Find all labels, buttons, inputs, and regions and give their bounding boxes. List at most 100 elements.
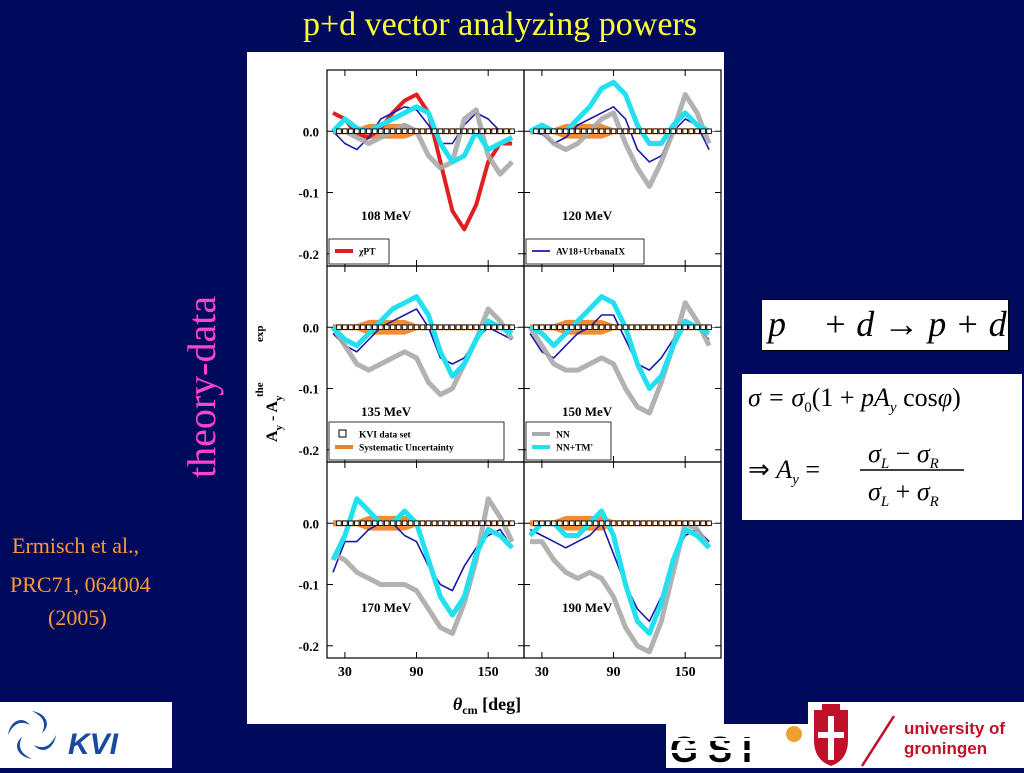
curve-nntm <box>330 496 514 618</box>
university-logo: university of groningen <box>808 702 1024 768</box>
data-point <box>383 324 390 331</box>
y-tick-label: -0.2 <box>298 247 319 262</box>
data-point <box>652 128 659 134</box>
data-point <box>360 324 366 331</box>
x-tick-label: 30 <box>338 665 352 680</box>
data-point <box>377 324 384 331</box>
data-point <box>377 128 384 134</box>
panel-190-mev: 30 90 150 190 MeV <box>523 461 722 680</box>
data-point <box>551 324 557 331</box>
data-point <box>425 520 432 527</box>
data-point <box>407 520 414 527</box>
data-point <box>401 520 408 527</box>
data-point <box>467 324 474 331</box>
university-crest-icon <box>814 704 848 766</box>
data-point <box>360 128 366 134</box>
data-point <box>688 324 694 331</box>
data-point <box>479 128 485 134</box>
energy-label: 108 MeV <box>361 208 412 223</box>
data-point <box>670 324 676 331</box>
data-point <box>389 324 396 331</box>
data-point <box>563 520 569 527</box>
data-point <box>640 520 647 527</box>
data-point <box>610 128 617 134</box>
curve-av18urbanaix <box>332 105 513 151</box>
data-point <box>533 128 539 134</box>
y-tick-label: -0.1 <box>298 186 319 201</box>
data-point <box>443 324 450 331</box>
data-point <box>479 324 485 331</box>
y-axis-label: Ay - Ay <box>264 395 285 442</box>
data-point <box>348 128 354 134</box>
data-point <box>658 128 665 134</box>
curve-pt <box>332 92 513 232</box>
panel-120-mev: 120 MeV AV18+UrbanaIX <box>523 69 722 267</box>
data-point <box>557 520 563 527</box>
data-point <box>377 520 384 527</box>
side-label: theory-data <box>179 295 224 478</box>
data-point <box>491 324 497 331</box>
y-tick-label: 0.0 <box>303 124 319 139</box>
data-point <box>354 128 360 134</box>
data-point <box>372 324 378 331</box>
data-point <box>658 324 665 331</box>
data-point <box>634 128 641 134</box>
curve-nntm <box>331 294 514 379</box>
data-point <box>485 324 491 331</box>
data-point <box>694 324 700 331</box>
data-point <box>395 520 402 527</box>
data-point <box>503 128 509 134</box>
data-point <box>372 520 378 527</box>
data-point <box>366 520 372 527</box>
curve-av18urbanaix <box>529 105 710 163</box>
data-point <box>485 520 491 527</box>
data-point <box>610 520 617 527</box>
data-point <box>551 520 557 527</box>
x-tick-label: 30 <box>535 665 549 680</box>
curve-nntm <box>528 508 711 636</box>
data-point <box>413 128 420 134</box>
reaction-equation: p⃗ + d → p + d <box>765 304 1008 344</box>
data-point <box>497 128 503 134</box>
legend-label: χPT <box>358 248 376 258</box>
data-point <box>348 520 354 527</box>
data-point <box>670 520 676 527</box>
data-point <box>694 520 700 527</box>
x-axis-label: θcm [deg] <box>453 694 521 717</box>
analyzing-power-figure: 0.0 -0.1 -0.2 108 MeV χPT 120 MeV AV18+UrbanaI… <box>247 52 724 724</box>
data-point <box>634 520 641 527</box>
data-point <box>503 520 509 527</box>
legend-box <box>328 421 505 461</box>
university-name-line1: university of <box>904 719 1005 738</box>
data-point <box>366 324 372 331</box>
energy-label: 190 MeV <box>562 600 613 615</box>
data-point <box>431 324 438 331</box>
data-point <box>401 324 408 331</box>
data-point <box>443 520 450 527</box>
data-point <box>395 324 402 331</box>
analyzing-power-formula-box: σ = σ0(1 + pAy cosφ) ⇒ Ay = σL − σR σL +… <box>742 374 1022 520</box>
data-point <box>682 520 688 527</box>
energy-label: 170 MeV <box>361 600 412 615</box>
gsi-logo: GSI <box>666 724 814 770</box>
data-point <box>563 128 569 134</box>
data-point <box>551 128 557 134</box>
data-point <box>342 128 348 134</box>
chart-svg: 0.0 -0.1 -0.2 108 MeV χPT 120 MeV AV18+UrbanaI… <box>254 69 722 717</box>
y-axis-label-sup-exp: exp <box>254 326 266 343</box>
curve-nn <box>331 496 515 636</box>
data-point <box>592 324 599 331</box>
data-point <box>598 520 605 527</box>
curve-nn <box>527 300 712 416</box>
data-point <box>455 128 462 134</box>
data-point <box>467 520 474 527</box>
data-point <box>604 324 611 331</box>
ay-definition-formula: ⇒ Ay = σL − σR σL + σR <box>748 439 964 510</box>
data-point <box>592 128 599 134</box>
data-point <box>449 128 456 134</box>
data-point <box>491 128 497 134</box>
university-name-line2: groningen <box>904 739 987 758</box>
data-point <box>640 128 647 134</box>
data-point <box>700 324 706 331</box>
data-point <box>574 128 581 134</box>
